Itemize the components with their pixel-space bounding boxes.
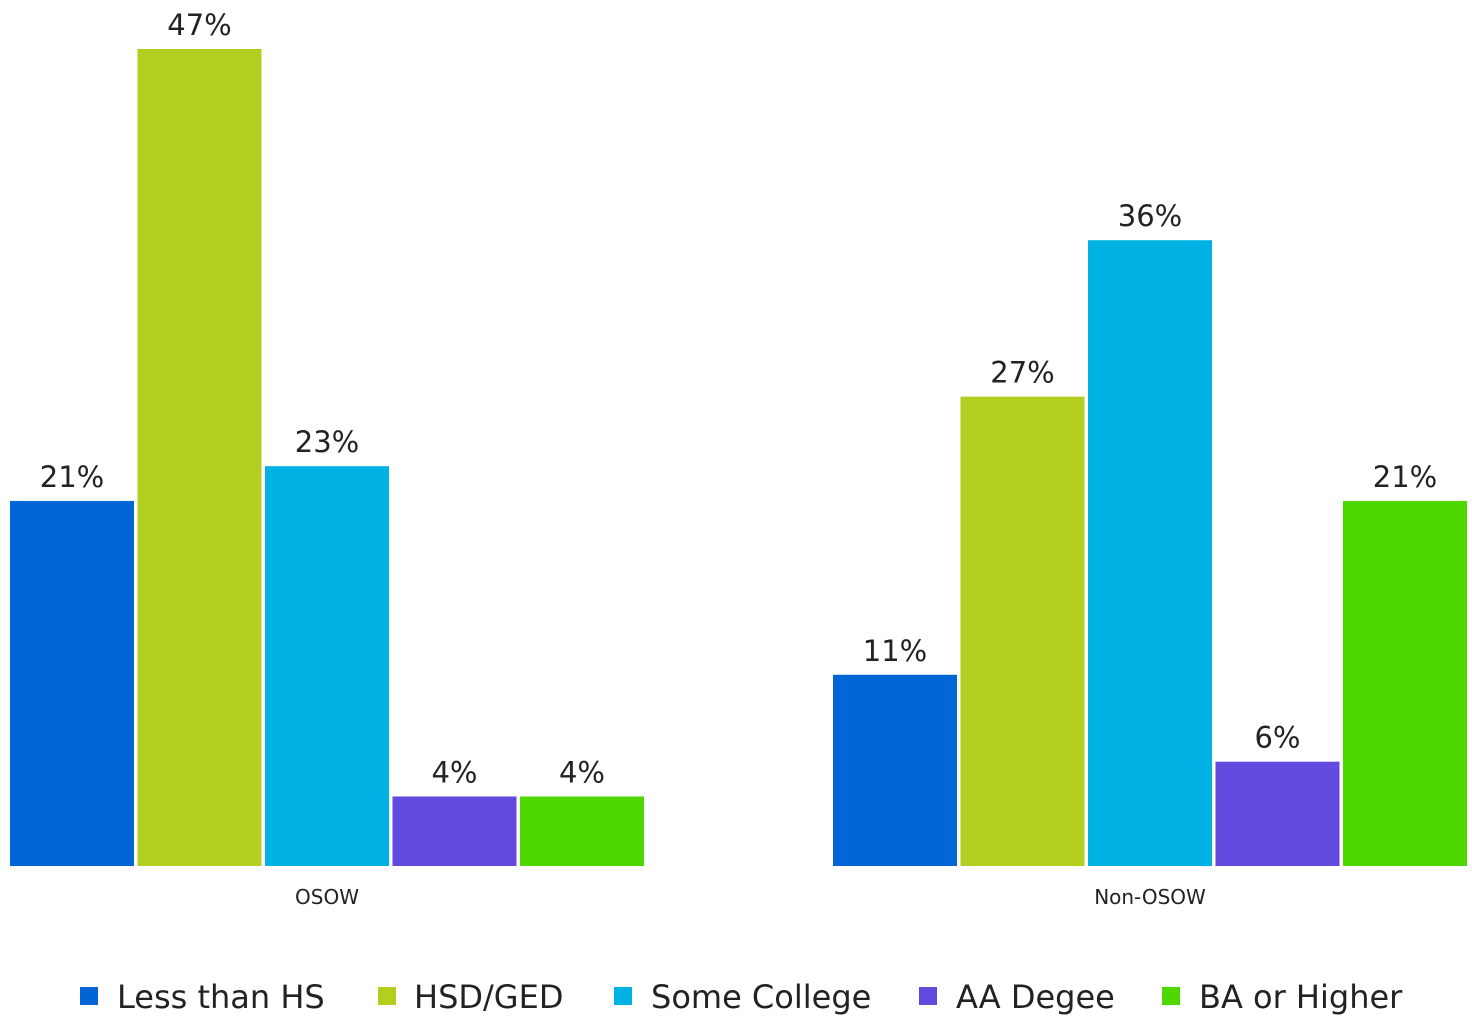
bar-osow-less-than-hs bbox=[10, 500, 134, 866]
value-labels-layer: 21% 47% 23% 4% 4% 11% 27% 36% 6% 21% bbox=[40, 8, 1437, 789]
category-labels-layer: OSOW Non-OSOW bbox=[295, 885, 1206, 909]
bar-non-osow-ba-or-higher bbox=[1343, 500, 1467, 866]
legend-label-some-college: Some College bbox=[651, 978, 871, 1016]
bars-layer bbox=[10, 49, 1467, 866]
legend-item-less-than-hs: Less than HS bbox=[80, 978, 325, 1016]
data-label-osow-ba-or-higher: 4% bbox=[559, 755, 605, 789]
legend-label-ba-or-higher: BA or Higher bbox=[1199, 978, 1403, 1016]
legend: Less than HS HSD/GED Some College AA Degee B… bbox=[80, 978, 1403, 1016]
legend-swatch-some-college bbox=[614, 987, 632, 1005]
legend-label-aa-degee: AA Degee bbox=[956, 978, 1115, 1016]
data-label-non-osow-some-college: 36% bbox=[1118, 199, 1182, 233]
legend-label-hsd-ged: HSD/GED bbox=[414, 978, 563, 1016]
data-label-osow-aa-degee: 4% bbox=[431, 755, 477, 789]
bar-non-osow-hsd-ged bbox=[960, 396, 1085, 866]
bar-osow-aa-degee bbox=[392, 796, 517, 866]
category-label-osow: OSOW bbox=[295, 885, 359, 909]
legend-swatch-aa-degee bbox=[919, 987, 937, 1005]
legend-label-less-than-hs: Less than HS bbox=[117, 978, 325, 1016]
legend-swatch-hsd-ged bbox=[378, 987, 396, 1005]
data-label-osow-some-college: 23% bbox=[295, 425, 359, 459]
data-label-non-osow-aa-degee: 6% bbox=[1254, 721, 1300, 755]
legend-item-aa-degee: AA Degee bbox=[919, 978, 1115, 1016]
bar-non-osow-aa-degee bbox=[1215, 761, 1340, 866]
data-label-non-osow-ba-or-higher: 21% bbox=[1373, 460, 1437, 494]
data-label-osow-hsd-ged: 47% bbox=[167, 8, 231, 42]
bar-non-osow-less-than-hs bbox=[833, 674, 957, 866]
legend-item-some-college: Some College bbox=[614, 978, 871, 1016]
data-label-non-osow-less-than-hs: 11% bbox=[863, 634, 927, 668]
bar-osow-ba-or-higher bbox=[520, 796, 644, 866]
data-label-osow-less-than-hs: 21% bbox=[40, 460, 104, 494]
bar-osow-hsd-ged bbox=[137, 49, 262, 866]
bar-osow-some-college bbox=[265, 466, 389, 866]
legend-swatch-ba-or-higher bbox=[1162, 987, 1180, 1005]
legend-swatch-less-than-hs bbox=[80, 987, 98, 1005]
legend-item-hsd-ged: HSD/GED bbox=[378, 978, 563, 1016]
legend-item-ba-or-higher: BA or Higher bbox=[1162, 978, 1403, 1016]
category-label-non-osow: Non-OSOW bbox=[1094, 885, 1206, 909]
data-label-non-osow-hsd-ged: 27% bbox=[990, 356, 1054, 390]
bar-non-osow-some-college bbox=[1088, 240, 1212, 866]
